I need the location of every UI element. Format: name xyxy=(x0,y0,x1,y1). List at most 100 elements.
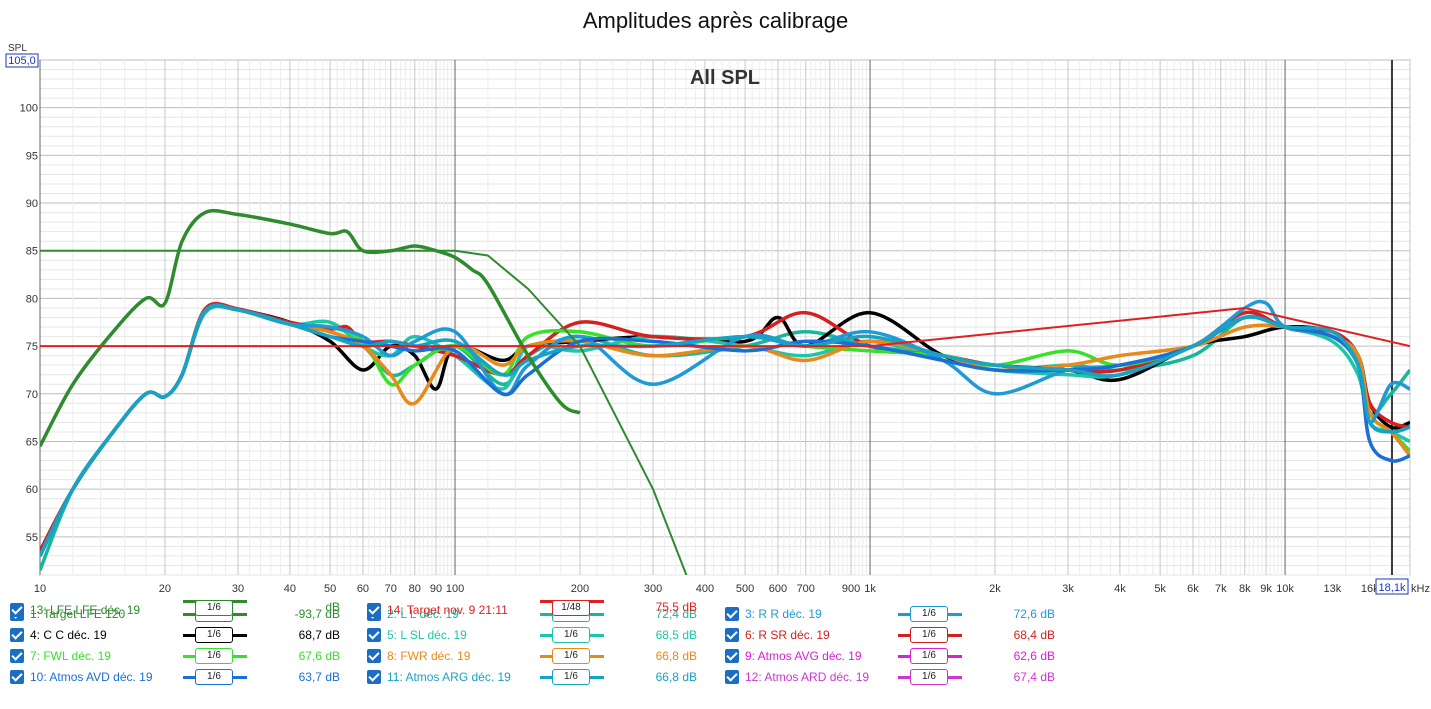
legend-label: 14: Target nov. 9 21:11 xyxy=(387,603,508,617)
smoothing-button[interactable]: 1/6 xyxy=(910,606,948,622)
legend-checkbox[interactable] xyxy=(725,670,739,684)
legend-value: 67,6 dB xyxy=(298,649,340,663)
y-tick-label: 90 xyxy=(26,198,38,210)
smoothing-button[interactable]: 1/6 xyxy=(552,627,590,643)
legend-checkbox[interactable] xyxy=(367,603,381,617)
x-cursor-box xyxy=(1375,578,1409,595)
smoothing-button[interactable]: 1/6 xyxy=(195,648,233,664)
grid xyxy=(39,59,1411,576)
y-tick-label: 100 xyxy=(20,103,38,115)
legend-label: 6: R SR déc. 19 xyxy=(745,628,830,642)
legend-label: 8: FWR déc. 19 xyxy=(387,649,471,663)
x-tick-label: 16k xyxy=(1361,583,1379,595)
legend-item[interactable]: 13: LFE LFE déc. 19 xyxy=(10,600,140,620)
smoothing-button[interactable]: 1/6 xyxy=(910,648,948,664)
x-cursor-label: 18,1k xyxy=(1379,582,1406,594)
legend-value: -93,7 dB xyxy=(294,607,340,621)
x-tick-label: 20 xyxy=(159,583,171,595)
x-tick-label: 13k xyxy=(1323,583,1341,595)
x-tick-label: 80 xyxy=(409,583,421,595)
legend-checkbox[interactable] xyxy=(367,649,381,663)
legend-checkbox[interactable] xyxy=(725,628,739,642)
legend-checkbox[interactable] xyxy=(367,628,381,642)
legend-item[interactable]: 6: R SR déc. 19 xyxy=(725,625,830,645)
legend-item[interactable]: 7: FWL déc. 19 xyxy=(10,646,111,666)
legend-checkbox[interactable] xyxy=(10,670,24,684)
x-tick-label: 10 xyxy=(34,583,46,595)
legend-label: 9: Atmos AVG déc. 19 xyxy=(745,649,862,663)
x-tick-label: 200 xyxy=(571,583,589,595)
chart-title: Amplitudes après calibrage xyxy=(582,8,849,33)
legend-checkbox[interactable] xyxy=(367,670,381,684)
legend-item[interactable]: 12: Atmos ARD déc. 19 xyxy=(725,667,869,687)
y-tick-label: 80 xyxy=(26,293,38,305)
legend-label: 1: Target LFE 120 xyxy=(30,607,126,621)
legend-label: 2: L L déc. 19 xyxy=(387,607,459,621)
legend-item[interactable]: 4: C C déc. 19 xyxy=(10,625,107,645)
smoothing-button[interactable]: 1/6 xyxy=(195,669,233,685)
x-tick-label: 50 xyxy=(324,583,336,595)
legend-checkbox[interactable] xyxy=(725,607,739,621)
x-tick-label: 30 xyxy=(232,583,244,595)
legend-label: 4: C C déc. 19 xyxy=(30,628,107,642)
legend-value: 66,8 dB xyxy=(655,649,697,663)
smoothing-button[interactable]: 1/6 xyxy=(910,627,948,643)
chart-annotation: All SPL xyxy=(690,67,760,89)
legend-value: 62,6 dB xyxy=(1013,649,1055,663)
y-tick-label: 75 xyxy=(26,341,38,353)
series-lines xyxy=(40,208,1410,575)
smoothing-button[interactable]: 1/6 xyxy=(552,669,590,685)
x-tick-label: 6k xyxy=(1187,583,1199,595)
legend-label: 12: Atmos ARD déc. 19 xyxy=(745,670,870,684)
legend-item[interactable]: 14: Target nov. 9 21:11 xyxy=(367,600,508,620)
x-tick-label: 2k xyxy=(989,583,1001,595)
legend-label: 3: R R déc. 19 xyxy=(745,607,822,621)
legend-label: 13: LFE LFE déc. 19 xyxy=(30,603,141,617)
legend-item[interactable]: 10: Atmos AVD déc. 19 xyxy=(10,667,153,687)
legend-value: 63,7 dB xyxy=(298,670,340,684)
legend-label: 11: Atmos ARG déc. 19 xyxy=(387,670,511,684)
smoothing-button[interactable]: 1/6 xyxy=(195,600,233,616)
x-tick-label: 90 xyxy=(430,583,442,595)
x-tick-label: 10k xyxy=(1276,583,1294,595)
smoothing-button[interactable]: 1/48 xyxy=(552,600,590,616)
y-tick-label: 60 xyxy=(26,484,38,496)
legend-checkbox[interactable] xyxy=(10,603,24,617)
legend-label: 7: FWL déc. 19 xyxy=(30,649,111,663)
legend-value: 75,5 dB xyxy=(655,600,697,614)
legend-item[interactable]: 3: R R déc. 19 xyxy=(725,604,822,624)
x-tick-label: 9k xyxy=(1260,583,1272,595)
x-tick-label: 300 xyxy=(644,583,662,595)
x-tick-label: 8k xyxy=(1239,583,1251,595)
y-tick-label: 65 xyxy=(26,436,38,448)
legend-item[interactable]: 5: L SL déc. 19 xyxy=(367,625,467,645)
smoothing-button[interactable]: 1/6 xyxy=(552,648,590,664)
smoothing-button[interactable]: 1/6 xyxy=(195,627,233,643)
legend-checkbox[interactable] xyxy=(725,649,739,663)
y-tick-label: 85 xyxy=(26,246,38,258)
x-tick-label: 40 xyxy=(284,583,296,595)
legend-item[interactable]: 11: Atmos ARG déc. 19 xyxy=(367,667,511,687)
x-tick-label: 60 xyxy=(357,583,369,595)
y-top-label: 105,0 xyxy=(8,55,36,67)
legend-item[interactable]: 8: FWR déc. 19 xyxy=(367,646,470,666)
legend-value: 68,5 dB xyxy=(655,628,697,642)
smoothing-button[interactable]: 1/6 xyxy=(910,669,948,685)
legend-value: 68,4 dB xyxy=(1013,628,1055,642)
y-tick-label: 55 xyxy=(26,532,38,544)
legend-item[interactable]: 9: Atmos AVG déc. 19 xyxy=(725,646,862,666)
x-tick-label: 7k xyxy=(1215,583,1227,595)
x-tick-label: 500 xyxy=(736,583,754,595)
x-tick-label: 600 xyxy=(769,583,787,595)
x-unit-label: kHz xyxy=(1411,583,1430,595)
x-tick-label: 900 xyxy=(842,583,860,595)
series-line-1 xyxy=(40,249,688,575)
x-tick-label: 4k xyxy=(1114,583,1126,595)
legend-value: 68,7 dB xyxy=(298,628,340,642)
legend-checkbox[interactable] xyxy=(10,628,24,642)
x-tick-label: 1k xyxy=(864,583,876,595)
legend-checkbox[interactable] xyxy=(10,649,24,663)
x-tick-label: 400 xyxy=(696,583,714,595)
